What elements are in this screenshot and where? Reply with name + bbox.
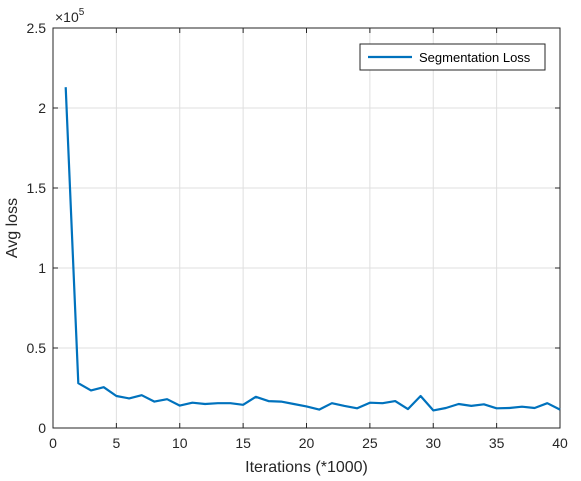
x-tick-label: 25 <box>362 435 378 451</box>
y-tick-label: 1.5 <box>27 180 47 196</box>
x-tick-label: 0 <box>49 435 57 451</box>
x-tick-label: 35 <box>489 435 505 451</box>
grid <box>53 28 560 428</box>
x-axis-label: Iterations (*1000) <box>245 459 368 476</box>
x-tick-label: 40 <box>552 435 568 451</box>
legend-label: Segmentation Loss <box>419 50 531 65</box>
y-tick-label: 1 <box>38 260 46 276</box>
y-tick-label: 0 <box>38 420 46 436</box>
legend: Segmentation Loss <box>359 43 546 71</box>
x-tick-label: 15 <box>235 435 251 451</box>
ticks: 0 5 10 15 20 25 30 35 40 0 0.5 1 1.5 2 2.5 <box>27 20 568 451</box>
series-line <box>64 87 561 412</box>
x-tick-label: 30 <box>425 435 441 451</box>
x-tick-label: 20 <box>299 435 315 451</box>
y-tick-label: 2.5 <box>27 20 47 36</box>
y-axis-exponent: ×105 <box>55 7 85 25</box>
y-tick-label: 0.5 <box>27 340 47 356</box>
y-axis-label: Avg loss <box>4 198 21 258</box>
series-layer <box>64 87 561 412</box>
y-tick-label: 2 <box>38 100 46 116</box>
x-tick-label: 5 <box>112 435 120 451</box>
x-tick-label: 10 <box>172 435 188 451</box>
